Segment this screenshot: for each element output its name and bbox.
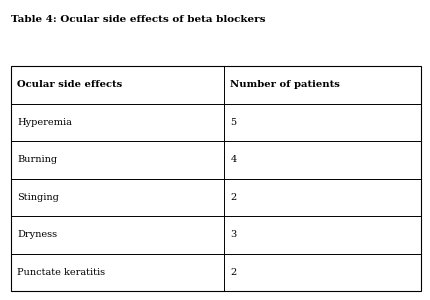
Text: Ocular side effects: Ocular side effects	[17, 80, 123, 89]
Text: Hyperemia: Hyperemia	[17, 118, 72, 127]
Text: Dryness: Dryness	[17, 230, 57, 239]
Text: Table 4: Ocular side effects of beta blockers: Table 4: Ocular side effects of beta blo…	[11, 15, 265, 24]
Text: 4: 4	[230, 155, 237, 164]
Text: Punctate keratitis: Punctate keratitis	[17, 268, 105, 277]
Text: 2: 2	[230, 193, 237, 202]
Text: 3: 3	[230, 230, 237, 239]
Text: Stinging: Stinging	[17, 193, 59, 202]
Text: 5: 5	[230, 118, 237, 127]
Text: Burning: Burning	[17, 155, 57, 164]
Text: Number of patients: Number of patients	[230, 80, 340, 89]
Text: 2: 2	[230, 268, 237, 277]
